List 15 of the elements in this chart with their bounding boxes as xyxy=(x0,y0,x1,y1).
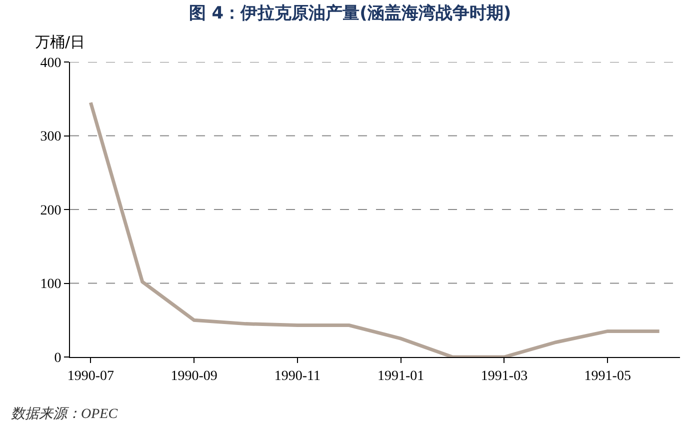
y-tick-label: 200 xyxy=(40,203,62,218)
x-tick-label: 1990-09 xyxy=(170,368,218,384)
x-tick-label: 1991-05 xyxy=(584,368,631,384)
y-tick-label: 100 xyxy=(40,277,62,292)
x-tick-label: 1991-01 xyxy=(378,368,424,384)
x-tick-label: 1991-03 xyxy=(480,368,528,384)
source-note: 数据来源：OPEC xyxy=(11,406,118,422)
y-tick-label: 400 xyxy=(40,56,62,71)
y-tick-label: 0 xyxy=(54,350,62,366)
chart-title: 图 4：伊拉克原油产量(涵盖海湾战争时期) xyxy=(188,2,512,24)
line-series xyxy=(88,100,662,357)
y-axis-title: 万桶/日 xyxy=(35,33,86,51)
x-tick-label: 1990-07 xyxy=(67,368,114,384)
x-tick-label: 1990-11 xyxy=(274,368,321,384)
y-tick-label: 300 xyxy=(40,130,62,145)
